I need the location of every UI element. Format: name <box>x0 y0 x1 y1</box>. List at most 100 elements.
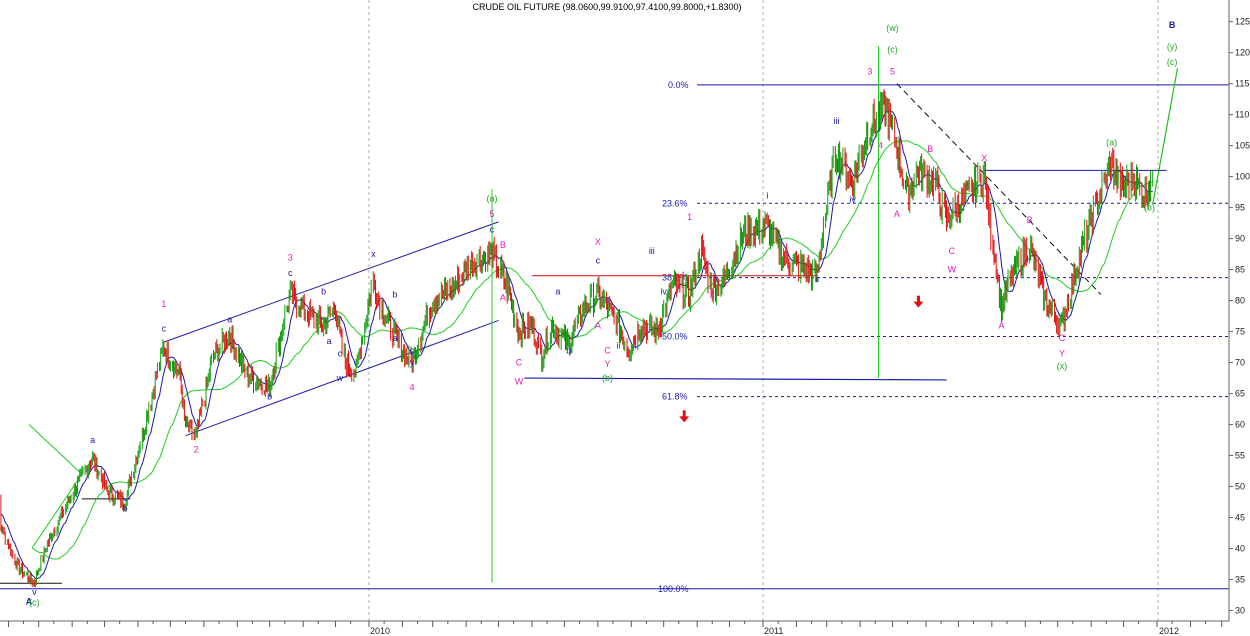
wave-label: iii <box>833 116 839 126</box>
wave-label: (w) <box>886 23 899 33</box>
wave-label: W <box>948 265 957 275</box>
y-tick-label: 35 <box>1235 574 1245 584</box>
wave-label: (c) <box>29 598 40 608</box>
wave-label: 5 <box>490 209 495 219</box>
wave-label: i <box>766 190 768 200</box>
wave-label: 1 <box>161 299 166 309</box>
dashed-trend-line <box>896 83 1102 295</box>
y-tick-label: 45 <box>1235 513 1245 523</box>
fib-level-label: 61.8% <box>662 392 688 402</box>
fib-level-label: 50.0% <box>662 332 688 342</box>
levels-layer: 0.0%23.6%38.2%50.0%61.8%100.0% <box>0 80 1229 594</box>
wave-label: (a) <box>487 193 498 203</box>
wave-label: a <box>327 336 332 346</box>
wave-label: c <box>162 324 167 334</box>
wave-label: iv <box>849 195 856 205</box>
lines-layer <box>0 46 1179 584</box>
y-tick-label: 50 <box>1235 482 1245 492</box>
wave-label: B <box>500 240 506 250</box>
wave-label: b <box>566 345 571 355</box>
down-arrow-icon <box>679 410 690 423</box>
wave-label: c <box>288 268 293 278</box>
wave-label: B <box>605 296 611 306</box>
y-tick-label: 120 <box>1235 48 1250 58</box>
wave-label: 3 <box>288 252 293 262</box>
wave-label: B <box>927 144 933 154</box>
wave-label: C <box>604 345 611 355</box>
wave-label: A <box>999 320 1005 330</box>
y-tick-label: 30 <box>1235 605 1245 615</box>
y-tick-label: 125 <box>1235 17 1250 27</box>
wave-label: c <box>410 345 415 355</box>
wave-label: x <box>371 249 376 259</box>
fib-level-label: 23.6% <box>662 198 688 208</box>
wave-label: 4 <box>878 141 883 151</box>
wave-label: y <box>410 358 415 368</box>
arrow-shaft <box>682 410 686 418</box>
wave-label: (c) <box>1167 57 1178 67</box>
wave-label: Y <box>1059 348 1065 358</box>
fib-level-label: 0.0% <box>668 80 689 90</box>
y-tick-label: 115 <box>1235 79 1249 89</box>
wave-labels: Av(c)ivab1c2ab3cbacwxbacy4(a)5cBACWabXcB… <box>26 20 1178 608</box>
slow-moving-average <box>28 140 1153 560</box>
y-tick-label: 60 <box>1235 420 1245 430</box>
y-tick-label: 105 <box>1235 141 1250 151</box>
arrow-shaft <box>916 295 920 303</box>
wave-label: A <box>26 596 33 606</box>
wave-label: 5 <box>890 66 895 76</box>
wave-label: C <box>949 246 956 256</box>
wave-label: (b) <box>1144 203 1155 213</box>
wave-label: A <box>500 293 506 303</box>
wave-label: A <box>894 209 900 219</box>
wave-label: ii <box>616 340 620 350</box>
y-tick-label: 55 <box>1235 451 1245 461</box>
x-tick-label: 2010 <box>370 626 390 636</box>
wave-label: b <box>321 286 326 296</box>
wave-label: (b) <box>602 373 613 383</box>
wave-label: (a) <box>1106 138 1117 148</box>
wave-label: b <box>123 503 128 513</box>
y-tick-label: 80 <box>1235 296 1245 306</box>
wave-label: c <box>596 255 601 265</box>
support-line <box>524 377 947 381</box>
y-tick-label: 70 <box>1235 358 1245 368</box>
lower-channel-line <box>185 319 499 437</box>
wave-label: 3 <box>867 66 872 76</box>
wave-label: B <box>1169 20 1176 30</box>
wave-label: b <box>392 289 397 299</box>
wave-label: ii <box>815 274 819 284</box>
wave-label: a <box>392 333 397 343</box>
wave-label: c <box>338 348 343 358</box>
grid-layer <box>368 0 1159 621</box>
wave-label: 1 <box>687 212 692 222</box>
upper-channel-line <box>163 221 499 343</box>
wave-label: 2 <box>710 289 715 299</box>
price-bars <box>0 88 1154 588</box>
projection-line <box>1152 68 1179 205</box>
wave-label: Y <box>605 359 611 369</box>
wave-label: C <box>1059 333 1066 343</box>
wave-label: B <box>1027 215 1033 225</box>
y-tick-label: 65 <box>1235 389 1245 399</box>
y-tick-label: 110 <box>1235 110 1249 120</box>
wave-label: a <box>227 314 232 324</box>
wave-label: a <box>555 286 560 296</box>
arrow-head <box>913 301 924 308</box>
down-arrow-icon <box>913 295 924 308</box>
wave-label: b <box>267 392 272 402</box>
wave-label: X <box>981 153 987 163</box>
wave-label: A <box>595 320 601 330</box>
wave-label: W <box>515 376 524 386</box>
wave-label: a <box>90 435 95 445</box>
y-tick-label: 100 <box>1235 172 1250 182</box>
wave-label: 4 <box>410 382 415 392</box>
wave-label: 2 <box>194 444 199 454</box>
wave-label: v <box>32 587 37 597</box>
wave-label: (x) <box>1057 361 1068 371</box>
wave-label: (y) <box>1167 42 1178 52</box>
wave-label: X <box>595 237 601 247</box>
y-tick-label: 90 <box>1235 234 1245 244</box>
